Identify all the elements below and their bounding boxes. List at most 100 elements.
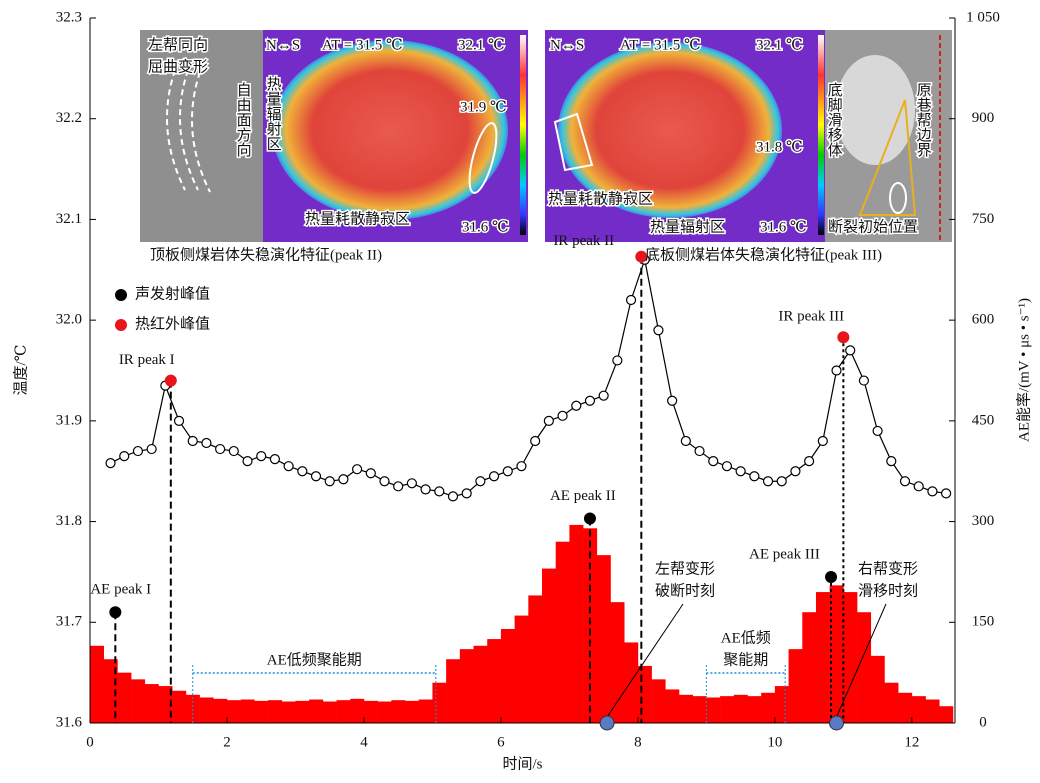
temperature-point <box>791 467 800 476</box>
inset-label: 热量辐射区 <box>265 76 282 151</box>
temperature-point <box>668 396 677 405</box>
y-tick-label: 31.7 <box>56 614 83 630</box>
peak-label: IR peak III <box>778 309 844 325</box>
temperature-point <box>312 472 321 481</box>
plot <box>90 255 953 723</box>
ae-bar <box>912 696 926 723</box>
temperature-point <box>462 489 471 498</box>
ae-bar <box>391 700 405 723</box>
ae-bar <box>200 697 214 723</box>
temperature-point <box>613 356 622 365</box>
inset-label: 热量辐射区 <box>650 218 725 235</box>
ae-bar <box>597 555 611 723</box>
ae-bar <box>624 642 638 723</box>
temperature-point <box>147 445 156 454</box>
y2-tick-label: 150 <box>972 614 995 630</box>
temperature-point <box>421 485 430 494</box>
temperature-point <box>750 472 759 481</box>
ae-bar <box>528 595 542 723</box>
inset-label: 底脚滑移体 <box>826 82 843 157</box>
peak-marker <box>825 571 837 583</box>
ae-bar <box>830 585 844 723</box>
ae-bar <box>761 693 775 723</box>
ae-bar <box>665 689 679 723</box>
x-tick-label: 0 <box>86 734 94 750</box>
y2-tick-label: 600 <box>972 312 995 328</box>
inset-caption: 顶板侧煤岩体失稳演化特征(peak II) <box>150 245 382 263</box>
ae-bar <box>939 706 953 723</box>
temperature-point <box>175 416 184 425</box>
x-tick-label: 2 <box>223 734 231 750</box>
ae-bar <box>227 700 241 723</box>
ae-bar <box>117 673 131 723</box>
peak-label: IR peak I <box>119 352 175 368</box>
inset-label: AT = 31.5 ℃ <box>322 37 403 53</box>
inset-label: 原巷帮边界 <box>915 82 932 157</box>
temperature-point <box>325 477 334 486</box>
temperature-point <box>585 396 594 405</box>
temperature-point <box>476 477 485 486</box>
temperature-point <box>654 326 663 335</box>
y-tick-label: 32.2 <box>56 110 82 126</box>
temperature-point <box>284 462 293 471</box>
ae-bar <box>843 592 857 723</box>
temperature-point <box>216 445 225 454</box>
legend-marker <box>115 289 127 301</box>
temperature-point <box>448 492 457 501</box>
ae-bar <box>172 691 186 723</box>
temperature-point <box>243 457 252 466</box>
insets: 左帮同向屈曲变形自由面方向热量辐射区N↔SAT = 31.5 ℃32.1 ℃31… <box>140 30 952 242</box>
ae-bar <box>282 702 296 723</box>
temperature-point <box>106 459 115 468</box>
ae-bar <box>378 702 392 723</box>
legend-label: 声发射峰值 <box>135 284 210 302</box>
inset-caption: 底板侧煤岩体失稳演化特征(peak III) <box>645 245 882 263</box>
y-tick-label: 31.8 <box>56 513 82 529</box>
ae-bar <box>213 699 227 723</box>
ae-bar <box>789 649 803 723</box>
event-label: 破断时刻 <box>655 582 715 599</box>
chart: 左帮同向屈曲变形自由面方向热量辐射区N↔SAT = 31.5 ℃32.1 ℃31… <box>0 0 1040 778</box>
ae-bar <box>419 700 433 724</box>
temperature-point <box>942 489 951 498</box>
y2-tick-label: 300 <box>972 513 995 529</box>
ae-bar <box>652 679 666 723</box>
peak-label: IR peak II <box>553 233 614 249</box>
y-tick-label: 32.3 <box>56 9 82 25</box>
temperature-point <box>572 401 581 410</box>
y-tick-label: 31.9 <box>56 412 82 428</box>
inset-label: 31.8 ℃ <box>756 139 803 155</box>
ae-bar <box>720 696 734 723</box>
inset-label: N↔S <box>550 37 584 53</box>
temperature-point <box>188 437 197 446</box>
ae-bar <box>898 693 912 723</box>
event-marker <box>830 716 844 730</box>
ae-bar <box>90 646 104 723</box>
ae-bar <box>857 612 871 723</box>
temperature-point <box>928 487 937 496</box>
ae-bar <box>515 616 529 723</box>
temperature-point <box>353 465 362 474</box>
y-tick-label: 32.1 <box>56 211 82 227</box>
temperature-point <box>339 475 348 484</box>
inset-label: 热量耗散静寂区 <box>548 190 653 207</box>
inset-label: 热量耗散静寂区 <box>305 210 410 227</box>
temperature-point <box>503 467 512 476</box>
event-label: 左帮变形 <box>655 560 715 577</box>
temperature-point <box>846 346 855 355</box>
temperature-point <box>517 462 526 471</box>
event-label: 滑移时刻 <box>858 582 918 599</box>
ae-bar <box>706 697 720 723</box>
temperature-line <box>111 260 947 497</box>
temperature-point <box>695 447 704 456</box>
ae-bar <box>131 679 145 723</box>
temperature-point <box>627 296 636 305</box>
temperature-point <box>818 437 827 446</box>
color-scale <box>818 35 824 235</box>
ae-bar <box>569 525 583 723</box>
inset-label: 32.1 ℃ <box>756 37 803 53</box>
temperature-point <box>722 462 731 471</box>
ae-bar <box>501 629 515 723</box>
ae-bar <box>884 683 898 723</box>
temperature-point <box>805 457 814 466</box>
